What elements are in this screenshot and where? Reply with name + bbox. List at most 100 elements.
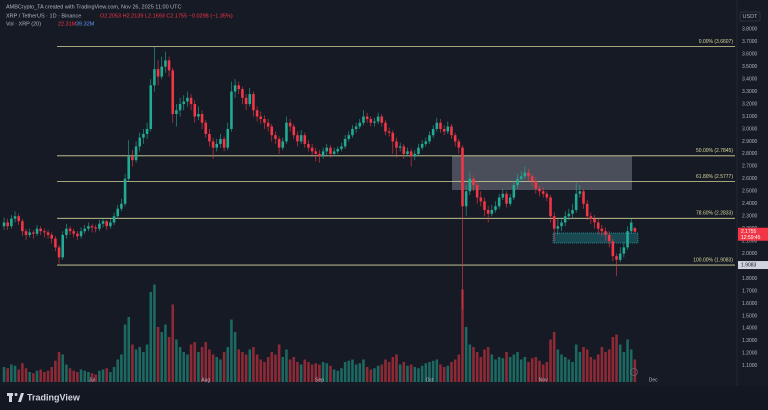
volume-bar [296, 362, 299, 382]
volume-bar [556, 349, 560, 382]
volume-bar [270, 352, 274, 382]
volume-bar [358, 363, 362, 382]
candle-body [446, 126, 450, 132]
candle-body [244, 97, 248, 105]
volume-bar [593, 359, 596, 382]
candle-body [376, 116, 380, 122]
volume-bar [94, 374, 98, 382]
volume-bar [292, 357, 296, 382]
volume-bar [255, 354, 259, 382]
volume-bar [354, 364, 358, 382]
volume-bar [508, 357, 512, 382]
currency-box[interactable] [739, 11, 761, 22]
candle-body [626, 231, 629, 248]
plot-area [2, 46, 735, 382]
candle-body [307, 143, 310, 148]
x-tick-label: Sep [315, 377, 324, 383]
volume-bar [453, 359, 457, 382]
volume-bar [552, 332, 556, 382]
candle-body [369, 118, 373, 123]
volume-bar [83, 370, 87, 382]
volume-bar [175, 339, 178, 382]
candle-body [285, 122, 288, 142]
volume-bar [512, 354, 516, 382]
volume-title: Vol · XRP (20) [6, 21, 41, 27]
volume-bar [244, 354, 248, 382]
volume-bar [395, 354, 398, 382]
volume-bar [472, 347, 475, 382]
volume-bar [87, 372, 90, 382]
y-tick-label: 3.6000 [742, 52, 758, 58]
volume-bar [233, 332, 237, 382]
candle-body [79, 231, 83, 237]
candle-body [633, 228, 637, 232]
candle-body [479, 197, 483, 202]
alert-icon[interactable] [630, 368, 638, 376]
volume-bar [409, 364, 413, 382]
candle-body [281, 141, 285, 148]
volume-bar [35, 370, 39, 382]
candle-body [68, 228, 72, 232]
candle-body [32, 232, 35, 234]
support-zone [552, 232, 639, 244]
y-tick-label: 2.1000 [742, 238, 758, 244]
volume-bar [215, 357, 219, 382]
volume-bar [615, 334, 618, 382]
candle-body [164, 60, 167, 67]
candle-body [288, 122, 292, 127]
currency[interactable]: USDT [743, 14, 759, 20]
candle-body [380, 116, 384, 123]
volume-bar [61, 354, 65, 382]
candle-body [336, 148, 340, 152]
y-tick-label: 3.7000 [742, 39, 758, 45]
volume-bar [127, 317, 131, 382]
candle-body [193, 104, 197, 117]
volume-bar [237, 349, 241, 382]
volume-bar [193, 342, 197, 382]
volume-bar [226, 347, 230, 382]
candle-body [277, 138, 281, 148]
credit: AMBCrypto_TA created with TradingView.co… [6, 4, 182, 10]
candle-body [123, 178, 127, 204]
candle-body [178, 104, 182, 111]
candle-body [112, 216, 116, 223]
volume-bar [318, 364, 321, 382]
resistance-zone [452, 156, 632, 190]
candle-body [527, 172, 530, 177]
volume-bar [211, 354, 215, 382]
volume-bar [365, 367, 369, 382]
candle-body [395, 141, 398, 148]
volume-bar [457, 354, 461, 382]
volume-bar [39, 369, 42, 382]
candle-body [310, 147, 314, 152]
candle-body [208, 133, 211, 142]
y-tick-label: 2.3000 [742, 214, 758, 220]
x-tick-label: Nov [539, 377, 548, 383]
candle-body [211, 141, 215, 148]
volume-bar [596, 354, 600, 382]
volume-bar [259, 359, 263, 382]
volume-bar [131, 344, 134, 382]
candle-body [263, 118, 266, 123]
candle-body [585, 203, 589, 217]
volume-bar [13, 365, 17, 382]
candle-body [21, 221, 24, 232]
volume-bar [222, 352, 226, 382]
candle-body [24, 231, 28, 235]
candle-body [72, 231, 76, 234]
volume-bar [248, 349, 252, 382]
volume-bar [373, 368, 376, 382]
candle-body [490, 209, 494, 214]
candle-body [101, 221, 105, 224]
candle-body [622, 247, 626, 254]
y-tick-label: 1.1000 [742, 363, 758, 369]
volume-bar [413, 367, 417, 382]
candle-body [10, 218, 13, 227]
volume-bar [479, 357, 483, 382]
volume-bar [567, 359, 571, 382]
volume-bar [208, 349, 211, 382]
volume-bar [468, 344, 472, 382]
x-tick-label: Dec [649, 377, 658, 383]
volume-bar [307, 362, 310, 382]
level-price-box [738, 261, 768, 270]
